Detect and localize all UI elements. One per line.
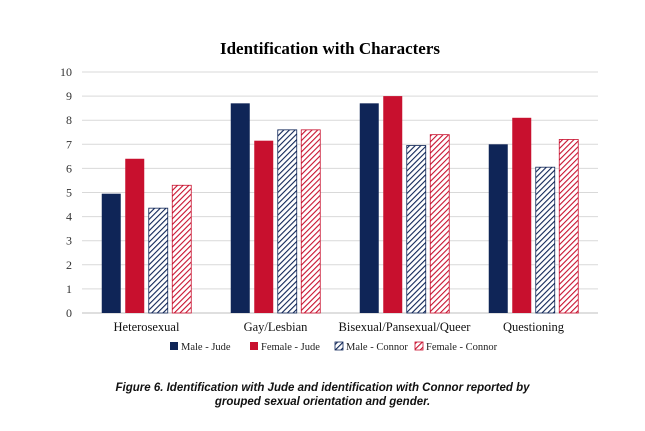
bar-female-jude-3 [512,117,532,313]
y-axis-ticks: 0 1 2 3 4 5 6 7 8 9 10 [60,65,72,320]
bar-male-connor-0 [148,207,169,314]
legend-label: Female - Connor [426,342,498,353]
y-tick-label: 8 [66,113,72,127]
y-tick-label: 9 [66,89,72,103]
legend-swatch [414,341,424,351]
bar-male-connor-2 [406,145,427,314]
y-tick-label: 1 [66,282,72,296]
bar-female-jude-1 [254,140,274,313]
bar-male-jude-3 [488,144,508,313]
bars [101,96,579,314]
chart: Identification with Characters 0 1 2 3 4 5 6 7 8… [60,39,598,353]
y-tick-label: 5 [66,186,72,200]
y-tick-label: 10 [60,65,72,79]
bar-male-jude-1 [230,103,250,313]
bar-male-connor-1 [277,129,298,314]
bar-male-jude-0 [101,193,121,313]
y-tick-label: 6 [66,161,72,175]
bar-male-jude-2 [359,103,379,313]
caption-line-2: grouped sexual orientation and gender. [214,396,431,408]
y-tick-label: 4 [66,210,72,224]
x-axis-categories: Heterosexual Gay/Lesbian Bisexual/Pansexua… [114,320,565,334]
legend-swatch [250,342,258,350]
x-category-label: Questioning [503,320,565,334]
y-tick-label: 0 [66,306,72,320]
legend-swatch [170,342,178,350]
chart-title: Identification with Characters [220,39,440,58]
y-tick-label: 7 [66,137,72,151]
legend-label: Female - Jude [261,342,320,353]
bar-female-connor-3 [558,139,579,314]
bar-female-connor-0 [171,184,192,314]
caption-line-1: Figure 6. Identification with Jude and i… [115,382,530,394]
bar-female-connor-2 [429,134,450,314]
bar-female-jude-2 [383,96,403,313]
y-tick-label: 2 [66,258,72,272]
x-category-label: Gay/Lesbian [244,320,309,334]
legend-label: Male - Jude [181,342,231,353]
legend: Male - Jude Female - Jude Male - Connor Fem… [170,341,498,353]
legend-label: Male - Connor [346,342,408,353]
y-tick-label: 3 [66,234,72,248]
bar-female-jude-0 [125,158,145,313]
x-category-label: Heterosexual [114,320,180,334]
legend-swatch [334,341,344,351]
figure-caption: Figure 6. Identification with Jude and i… [0,381,645,409]
x-category-label: Bisexual/Pansexual/Queer [339,320,472,334]
bar-female-connor-1 [300,129,321,314]
bar-male-connor-3 [535,166,556,314]
